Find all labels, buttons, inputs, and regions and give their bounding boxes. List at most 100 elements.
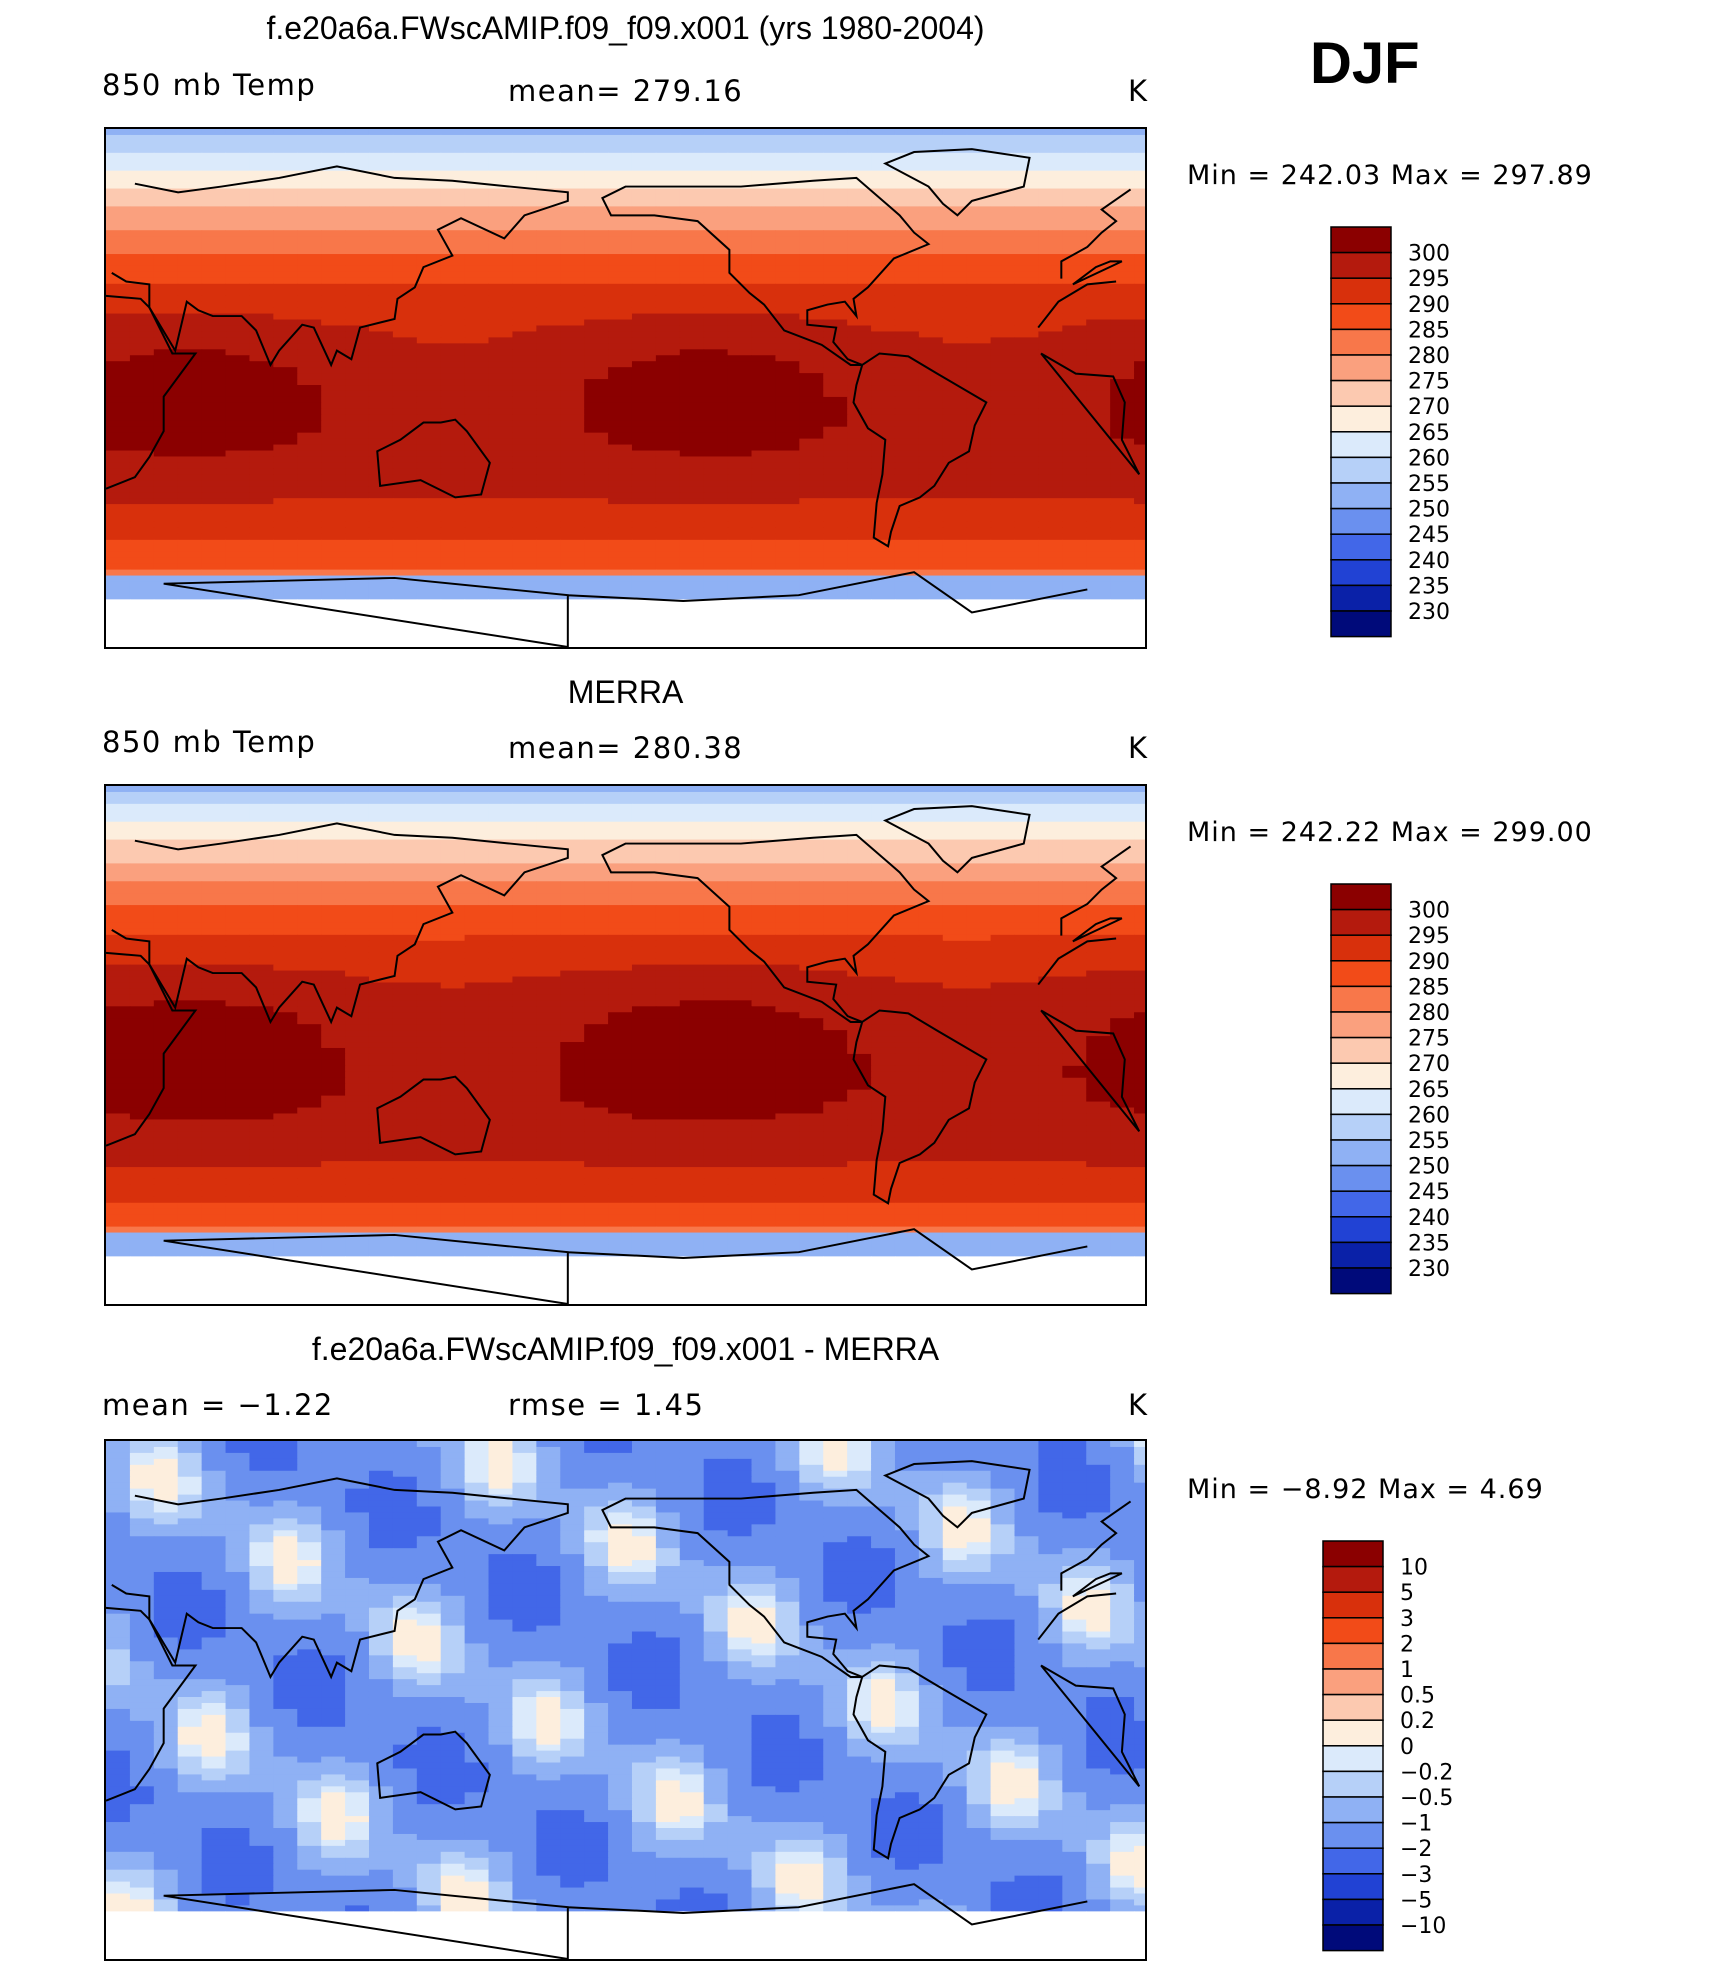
- coastline: [111, 822, 1132, 1025]
- panel-3-units: K: [1128, 1388, 1149, 1422]
- colorbar-tick-label: 230: [1408, 1257, 1450, 1282]
- panel-1-units: K: [1128, 74, 1149, 108]
- coastline: [882, 1460, 1031, 1529]
- colorbar-segment: [1330, 1113, 1392, 1141]
- coastline: [882, 148, 1031, 217]
- colorbar-segment: [1322, 1873, 1384, 1901]
- colorbar-segment: [1330, 1267, 1392, 1295]
- colorbar-tick-label: 10: [1400, 1556, 1428, 1581]
- panel-1-minmax: Min = 242.03 Max = 297.89: [1187, 160, 1593, 191]
- season-label: DJF: [1310, 31, 1420, 96]
- panel-2-map: [104, 784, 1147, 1306]
- coastline: [852, 1009, 988, 1205]
- colorbar-segment: [1322, 1668, 1384, 1696]
- coastline: [376, 1730, 491, 1811]
- colorbar-segment: [1330, 883, 1392, 911]
- coastline: [106, 280, 1141, 490]
- panel-3-map: [104, 1439, 1147, 1961]
- colorbar-tick-label: 0.2: [1400, 1709, 1435, 1734]
- colorbar-tick-label: 245: [1408, 523, 1450, 548]
- colorbar-segment: [1322, 1745, 1384, 1773]
- coastline: [852, 1664, 988, 1860]
- colorbar-segment: [1330, 251, 1392, 279]
- coastline: [852, 352, 988, 548]
- coastline: [376, 418, 491, 499]
- map-field: [106, 129, 1145, 647]
- map-field: [106, 786, 1145, 1304]
- colorbar-tick-label: 5: [1400, 1581, 1414, 1606]
- colorbar-tick-label: 245: [1408, 1180, 1450, 1205]
- coastline: [601, 176, 931, 366]
- coastline: [376, 1075, 491, 1156]
- colorbar-tick-label: −0.5: [1400, 1786, 1453, 1811]
- colorbar-tick-label: 275: [1408, 1027, 1450, 1052]
- panel-2-title: MERRA: [567, 674, 684, 710]
- colorbar-segment: [1330, 1036, 1392, 1064]
- colorbar-tick-label: 235: [1408, 574, 1450, 599]
- colorbar-segment: [1330, 1241, 1392, 1269]
- colorbar-tick-label: −5: [1400, 1888, 1432, 1913]
- colorbar-tick-label: 240: [1408, 549, 1450, 574]
- panel-3-mean: mean = −1.22: [102, 1388, 334, 1422]
- colorbar-tick-label: 285: [1408, 975, 1450, 1000]
- colorbar-segment: [1330, 908, 1392, 936]
- colorbar-segment: [1330, 1190, 1392, 1218]
- colorbar-segment: [1330, 934, 1392, 962]
- colorbar-tick-label: −1: [1400, 1812, 1432, 1837]
- colorbar-tick-label: 3: [1400, 1607, 1414, 1632]
- panel-2-variable: 850 mb Temp: [102, 725, 317, 759]
- panel-2-units: K: [1128, 731, 1149, 765]
- colorbar-tick-label: 2: [1400, 1632, 1414, 1657]
- colorbar-segment: [1330, 1216, 1392, 1244]
- colorbar-segment: [1322, 1642, 1384, 1670]
- coastline: [106, 1592, 1141, 1802]
- colorbar-segment: [1322, 1821, 1384, 1849]
- colorbar-tick-label: 300: [1408, 242, 1450, 267]
- colorbar-tick-label: 270: [1408, 1052, 1450, 1077]
- colorbar-tick-label: 240: [1408, 1206, 1450, 1231]
- colorbar-svg: 3002952902852802752702652602552502452402…: [1330, 883, 1450, 1295]
- colorbar-segment: [1330, 226, 1392, 254]
- colorbar-segment: [1330, 985, 1392, 1013]
- panel-1-mean: mean= 279.16: [508, 74, 744, 108]
- colorbar-segment: [1330, 507, 1392, 535]
- panel-3-rmse: rmse = 1.45: [508, 1388, 705, 1422]
- colorbar-tick-label: 290: [1408, 293, 1450, 318]
- colorbar-tick-label: 255: [1408, 472, 1450, 497]
- colorbar-segment: [1322, 1540, 1384, 1568]
- colorbar-tick-label: −2: [1400, 1837, 1432, 1862]
- colorbar-segment: [1330, 1139, 1392, 1167]
- colorbar-segment: [1330, 1088, 1392, 1116]
- coastline: [163, 571, 1088, 647]
- map-field: [106, 1441, 1145, 1959]
- colorbar-tick-label: 260: [1408, 446, 1450, 471]
- colorbar-segment: [1322, 1796, 1384, 1824]
- colorbar-segment: [1330, 559, 1392, 587]
- coastline: [601, 833, 931, 1023]
- coastline: [601, 1488, 931, 1678]
- colorbar-segment: [1330, 431, 1392, 459]
- coastline: [882, 805, 1031, 874]
- colorbar-tick-label: 300: [1408, 899, 1450, 924]
- colorbar-tick-label: 290: [1408, 950, 1450, 975]
- coastline: [163, 1228, 1088, 1304]
- colorbar-tick-label: 295: [1408, 267, 1450, 292]
- colorbar-tick-label: 270: [1408, 395, 1450, 420]
- colorbar-segment: [1330, 405, 1392, 433]
- colorbar-svg: 3002952902852802752702652602552502452402…: [1330, 226, 1450, 638]
- colorbar-tick-label: 0: [1400, 1735, 1414, 1760]
- colorbar-tick-label: 280: [1408, 1001, 1450, 1026]
- colorbar-tick-label: −3: [1400, 1863, 1432, 1888]
- colorbar-tick-label: 260: [1408, 1103, 1450, 1128]
- colorbar-tick-label: 255: [1408, 1129, 1450, 1154]
- colorbar-segment: [1322, 1565, 1384, 1593]
- panel-2-colorbar: 300 295 290 285 280 275 270 265 260 255 250 245 240 2…: [1330, 883, 1500, 1318]
- colorbar-tick-label: 265: [1408, 421, 1450, 446]
- colorbar-tick-label: −10: [1400, 1914, 1446, 1939]
- panel-1-map: [104, 127, 1147, 649]
- colorbar-segment: [1330, 1011, 1392, 1039]
- colorbar-segment: [1330, 379, 1392, 407]
- colorbar-tick-label: 0.5: [1400, 1684, 1435, 1709]
- colorbar-segment: [1330, 584, 1392, 612]
- colorbar-tick-label: 250: [1408, 1155, 1450, 1180]
